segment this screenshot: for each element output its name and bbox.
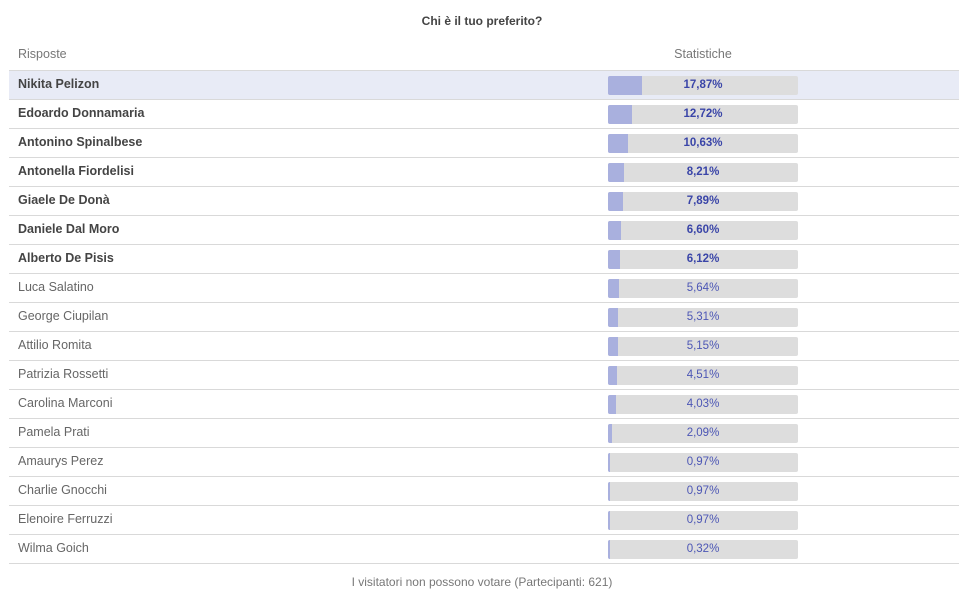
- poll-answer-row: Edoardo Donnamaria 12,72%: [9, 100, 959, 129]
- stats-column-header: Statistiche: [674, 47, 732, 61]
- answer-label: Charlie Gnocchi: [18, 483, 107, 497]
- poll-answer-row: Elenoire Ferruzzi 0,97%: [9, 506, 959, 535]
- poll-answer-row: Carolina Marconi 4,03%: [9, 390, 959, 419]
- poll-answer-row: Antonella Fiordelisi 8,21%: [9, 158, 959, 187]
- result-bar-track: 17,87%: [608, 76, 798, 95]
- result-percentage: 5,31%: [686, 311, 720, 323]
- result-bar-fill: [608, 221, 621, 240]
- poll-answer-row: Charlie Gnocchi 0,97%: [9, 477, 959, 506]
- result-bar-track: 6,12%: [608, 250, 798, 269]
- poll-answer-row: Giaele De Donà 7,89%: [9, 187, 959, 216]
- result-bar-track: 4,51%: [608, 366, 798, 385]
- result-percentage: 0,97%: [686, 456, 720, 468]
- result-bar-track: 2,09%: [608, 424, 798, 443]
- answer-label: Alberto De Pisis: [18, 251, 114, 265]
- answer-label: Edoardo Donnamaria: [18, 106, 145, 120]
- result-bar-fill: [608, 424, 612, 443]
- result-percentage: 2,09%: [686, 427, 720, 439]
- poll-footer-note: I visitatori non possono votare (Parteci…: [351, 575, 613, 589]
- poll-answer-row: Luca Salatino 5,64%: [9, 274, 959, 303]
- answer-label: George Ciupilan: [18, 309, 109, 323]
- result-bar-fill: [608, 192, 623, 211]
- poll-answer-row: Attilio Romita 5,15%: [9, 332, 959, 361]
- result-bar-fill: [608, 395, 616, 414]
- result-bar-fill: [608, 279, 619, 298]
- result-bar-track: 7,89%: [608, 192, 798, 211]
- result-bar-track: 10,63%: [608, 134, 798, 153]
- result-bar-fill: [608, 250, 620, 269]
- result-bar-fill: [608, 540, 611, 559]
- answer-label: Daniele Dal Moro: [18, 222, 120, 236]
- result-percentage: 4,03%: [686, 398, 720, 410]
- result-bar-fill: [608, 76, 642, 95]
- answer-label: Carolina Marconi: [18, 396, 113, 410]
- answer-label: Amaurys Perez: [18, 454, 104, 468]
- result-bar-fill: [608, 511, 611, 530]
- answer-label: Antonella Fiordelisi: [18, 164, 134, 178]
- result-bar-fill: [608, 105, 633, 124]
- poll-answer-row: Antonino Spinalbese 10,63%: [9, 129, 959, 158]
- result-bar-fill: [608, 482, 611, 501]
- poll-answer-row: Nikita Pelizon 17,87%: [9, 71, 959, 100]
- poll-answer-row: Alberto De Pisis 6,12%: [9, 245, 959, 274]
- result-percentage: 6,60%: [686, 224, 720, 236]
- answers-column-header: Risposte: [18, 47, 67, 61]
- result-bar-track: 12,72%: [608, 105, 798, 124]
- result-percentage: 17,87%: [683, 79, 723, 91]
- result-bar-fill: [608, 366, 617, 385]
- answer-label: Elenoire Ferruzzi: [18, 512, 113, 526]
- result-bar-track: 8,21%: [608, 163, 798, 182]
- poll-answer-row: Wilma Goich 0,32%: [9, 535, 959, 564]
- result-percentage: 0,32%: [686, 543, 720, 555]
- result-percentage: 5,15%: [686, 340, 720, 352]
- result-bar-track: 6,60%: [608, 221, 798, 240]
- answer-label: Attilio Romita: [18, 338, 92, 352]
- answer-label: Pamela Prati: [18, 425, 90, 439]
- result-percentage: 4,51%: [686, 369, 720, 381]
- result-bar-track: 0,97%: [608, 453, 798, 472]
- answer-label: Nikita Pelizon: [18, 77, 100, 91]
- result-bar-fill: [608, 337, 618, 356]
- result-percentage: 7,89%: [686, 195, 720, 207]
- result-bar-track: 5,31%: [608, 308, 798, 327]
- result-bar-track: 0,32%: [608, 540, 798, 559]
- answer-label: Luca Salatino: [18, 280, 94, 294]
- answer-label: Patrizia Rossetti: [18, 367, 109, 381]
- poll-answer-row: George Ciupilan 5,31%: [9, 303, 959, 332]
- poll-results-list: Nikita Pelizon 17,87% Edoardo Donnamaria 12…: [9, 70, 959, 564]
- poll-answer-row: Pamela Prati 2,09%: [9, 419, 959, 448]
- poll-title: Chi è il tuo preferito?: [421, 14, 543, 28]
- answer-label: Wilma Goich: [18, 541, 89, 555]
- result-percentage: 0,97%: [686, 514, 720, 526]
- result-bar-track: 5,15%: [608, 337, 798, 356]
- result-percentage: 6,12%: [686, 253, 720, 265]
- result-bar-track: 0,97%: [608, 511, 798, 530]
- result-percentage: 10,63%: [683, 137, 723, 149]
- result-bar-track: 5,64%: [608, 279, 798, 298]
- poll-answer-row: Patrizia Rossetti 4,51%: [9, 361, 959, 390]
- poll-answer-row: Daniele Dal Moro 6,60%: [9, 216, 959, 245]
- answer-label: Antonino Spinalbese: [18, 135, 143, 149]
- result-bar-fill: [608, 453, 611, 472]
- answer-label: Giaele De Donà: [18, 193, 110, 207]
- result-bar-fill: [608, 134, 629, 153]
- result-percentage: 8,21%: [686, 166, 720, 178]
- result-bar-fill: [608, 163, 624, 182]
- result-bar-track: 0,97%: [608, 482, 798, 501]
- result-percentage: 0,97%: [686, 485, 720, 497]
- result-percentage: 5,64%: [686, 282, 720, 294]
- result-bar-fill: [608, 308, 619, 327]
- result-bar-track: 4,03%: [608, 395, 798, 414]
- result-percentage: 12,72%: [683, 108, 723, 120]
- poll-answer-row: Amaurys Perez 0,97%: [9, 448, 959, 477]
